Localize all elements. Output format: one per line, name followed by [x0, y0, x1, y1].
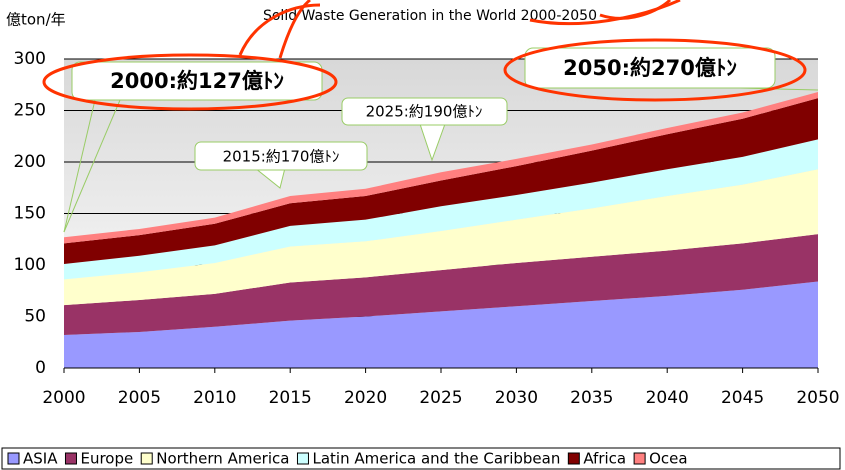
callout: 2000:約127億ﾄﾝ — [63, 61, 323, 233]
chart-title: Solid Waste Generation in the World 2000… — [263, 8, 597, 24]
x-tick-label: 2025 — [419, 388, 462, 408]
x-tick-label: 2045 — [721, 388, 764, 408]
x-tick-label: 2035 — [570, 388, 613, 408]
x-tick-label: 2050 — [796, 388, 839, 408]
x-tick-label: 2040 — [646, 388, 689, 408]
red-highlight — [42, 0, 807, 111]
legend-label: Northern America — [156, 450, 289, 468]
x-tick-label: 2015 — [269, 388, 312, 408]
callout: 2025:約190億ﾄﾝ — [341, 97, 508, 162]
y-tick-label: 200 — [14, 152, 46, 172]
legend-label: Ocea — [649, 450, 687, 468]
y-axis-label: 億ton/年 — [6, 11, 66, 29]
legend-label: Africa — [583, 450, 626, 468]
y-tick-label: 150 — [14, 204, 46, 224]
callout: 2015:約170億ﾄﾝ — [194, 141, 368, 189]
legend-swatch — [7, 452, 20, 465]
area — [64, 98, 818, 264]
legend-swatch — [633, 452, 646, 465]
annotation: 2025:約190億ﾄﾝ — [366, 103, 483, 121]
legend-swatch — [64, 452, 77, 465]
y-tick-label: 100 — [14, 255, 46, 275]
area — [64, 169, 818, 306]
x-tick-label: 2000 — [42, 388, 85, 408]
annotation: 2050:約270億ﾄﾝ — [563, 56, 737, 80]
legend-box — [1, 447, 841, 470]
annotation: 2000:約127億ﾄﾝ — [110, 69, 284, 93]
y-tick-label: 0 — [35, 358, 46, 378]
x-tick-label: 2010 — [193, 388, 236, 408]
x-tick-label: 2020 — [344, 388, 387, 408]
area — [64, 281, 818, 368]
annotation: 2015:約170億ﾄﾝ — [223, 148, 340, 166]
legend-label: ASIA — [23, 450, 58, 468]
y-tick-label: 250 — [14, 101, 46, 121]
y-tick-label: 50 — [24, 307, 46, 327]
legend-swatch — [296, 452, 309, 465]
x-tick-label: 2005 — [118, 388, 161, 408]
legend-swatch — [567, 452, 580, 465]
legend-swatch — [140, 452, 153, 465]
y-tick-label: 300 — [14, 49, 46, 69]
area — [64, 139, 818, 280]
callout: 2050:約270億ﾄﾝ — [524, 47, 819, 91]
area — [64, 234, 818, 336]
x-tick-label: 2030 — [495, 388, 538, 408]
legend-label: Latin America and the Caribbean — [312, 450, 560, 468]
legend-label: Europe — [80, 450, 133, 468]
